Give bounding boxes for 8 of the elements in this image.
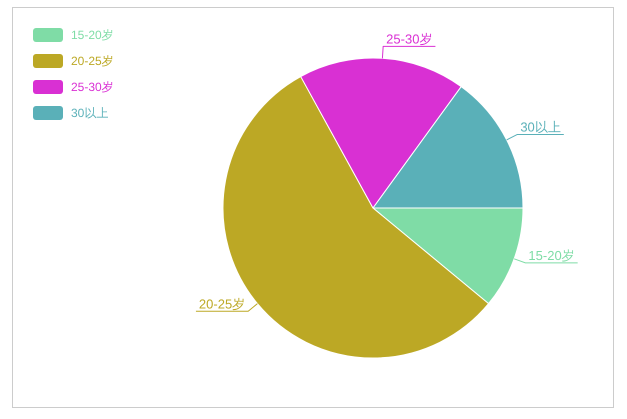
legend-label: 30以上 <box>71 106 108 120</box>
legend-label: 15-20岁 <box>71 28 114 42</box>
slice-label: 20-25岁 <box>198 296 246 312</box>
slice-label: 30以上 <box>520 119 561 134</box>
slice-label: 15-20岁 <box>528 248 575 263</box>
legend-label: 25-30岁 <box>71 80 114 94</box>
legend-label: 20-25岁 <box>71 54 114 68</box>
slice-label: 25-30岁 <box>386 31 432 46</box>
